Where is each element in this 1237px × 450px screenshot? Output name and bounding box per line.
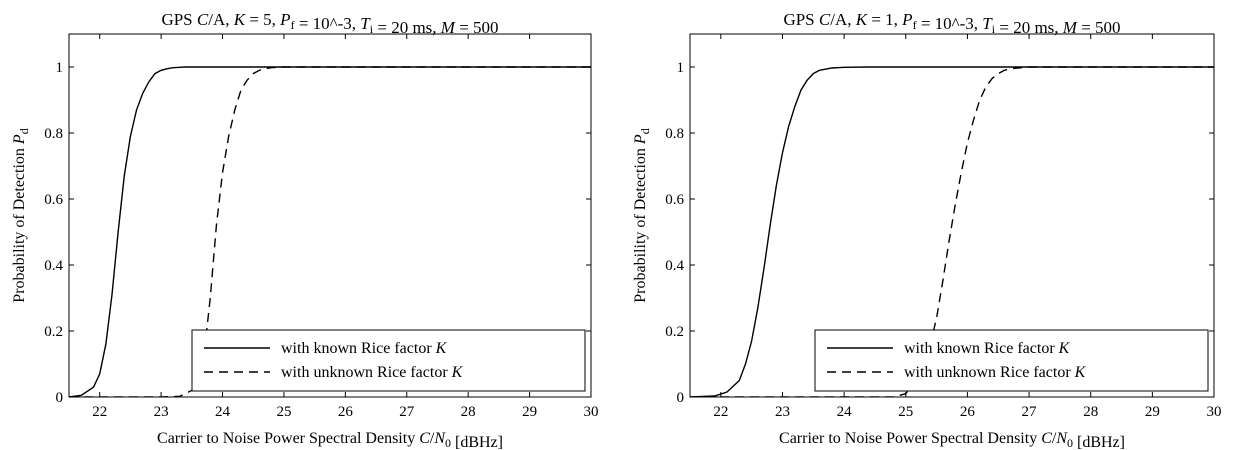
- series-line-known-k: [690, 66, 1214, 397]
- legend-box: [191, 329, 586, 392]
- x-tick-label: 30: [1207, 404, 1222, 420]
- y-tick-label: 1: [56, 60, 64, 76]
- plot-frame: [68, 33, 592, 398]
- x-tick-label: 24: [837, 404, 853, 420]
- y-tick-label: 0.6: [44, 192, 63, 208]
- y-tick-label: 1: [677, 60, 685, 76]
- x-tick-label: 23: [775, 404, 790, 420]
- y-tick-label: 0.8: [665, 126, 684, 142]
- y-axis-label: Probability of Detection Pd: [632, 128, 652, 302]
- y-tick-label: 0.2: [665, 324, 684, 340]
- y-tick-label: 0.8: [44, 126, 63, 142]
- chart-left: GPS C/A, K = 5, Pf = 10^-3, Ti = 20 ms, …: [11, 10, 599, 450]
- legend: with known Rice factor K with unknown Ric…: [814, 329, 1209, 392]
- x-tick-label: 30: [584, 404, 599, 420]
- chart-title: GPS C/A, K = 5, Pf = 10^-3, Ti = 20 ms, …: [161, 10, 498, 37]
- legend-label: with unknown Rice factor K: [281, 364, 464, 381]
- legend-label: with known Rice factor K: [904, 340, 1071, 357]
- x-tick-label: 23: [154, 404, 169, 420]
- plot-frame: [689, 33, 1215, 398]
- legend-label: with known Rice factor K: [281, 340, 448, 357]
- chart-right: GPS C/A, K = 1, Pf = 10^-3, Ti = 20 ms, …: [632, 10, 1222, 450]
- series-line-known-k: [69, 66, 591, 397]
- x-tick-label: 27: [399, 404, 415, 420]
- y-tick-label: 0.2: [44, 324, 63, 340]
- x-tick-label: 26: [960, 404, 976, 420]
- x-axis-label: Carrier to Noise Power Spectral Density …: [779, 430, 1125, 450]
- legend-label: with unknown Rice factor K: [904, 364, 1087, 381]
- x-tick-label: 24: [215, 404, 231, 420]
- chart-title: GPS C/A, K = 1, Pf = 10^-3, Ti = 20 ms, …: [783, 10, 1120, 37]
- y-axis-label: Probability of Detection Pd: [11, 128, 31, 302]
- x-tick-label: 22: [92, 404, 107, 420]
- y-tick-label: 0: [56, 390, 64, 406]
- x-tick-label: 26: [338, 404, 354, 420]
- x-axis-label: Carrier to Noise Power Spectral Density …: [157, 430, 503, 450]
- x-tick-label: 25: [898, 404, 913, 420]
- y-tick-label: 0.4: [665, 258, 684, 274]
- y-tick-label: 0.6: [665, 192, 684, 208]
- y-tick-label: 0: [677, 390, 685, 406]
- x-tick-label: 25: [276, 404, 291, 420]
- x-tick-label: 29: [1145, 404, 1160, 420]
- x-tick-label: 27: [1022, 404, 1038, 420]
- legend-box: [814, 329, 1209, 392]
- x-tick-label: 28: [1083, 404, 1098, 420]
- y-tick-label: 0.4: [44, 258, 63, 274]
- legend: with known Rice factor K with unknown Ric…: [191, 329, 586, 392]
- x-tick-label: 29: [522, 404, 537, 420]
- x-tick-label: 28: [461, 404, 476, 420]
- x-tick-label: 22: [713, 404, 728, 420]
